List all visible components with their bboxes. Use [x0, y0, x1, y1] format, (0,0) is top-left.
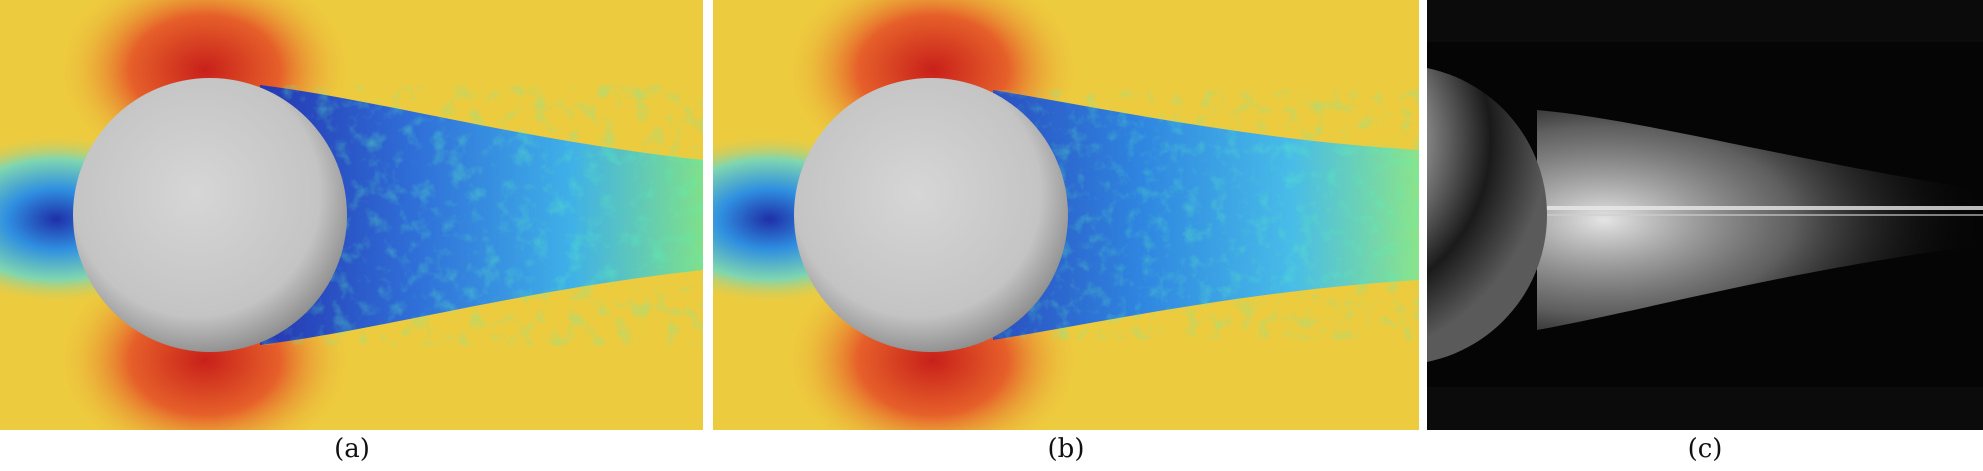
caption-a: (a) — [334, 434, 370, 464]
panel-c-photograph — [1427, 0, 1983, 430]
caption-b: (b) — [1047, 434, 1085, 464]
flow-field-a — [0, 0, 703, 430]
sphere — [73, 78, 347, 352]
flow-field-b — [713, 0, 1419, 430]
sphere — [794, 78, 1068, 352]
panel-a-simulation — [0, 0, 703, 430]
photo-flow — [1427, 0, 1983, 430]
panel-b-simulation — [713, 0, 1419, 430]
caption-c: (c) — [1687, 434, 1723, 464]
sphere — [1427, 68, 1547, 362]
